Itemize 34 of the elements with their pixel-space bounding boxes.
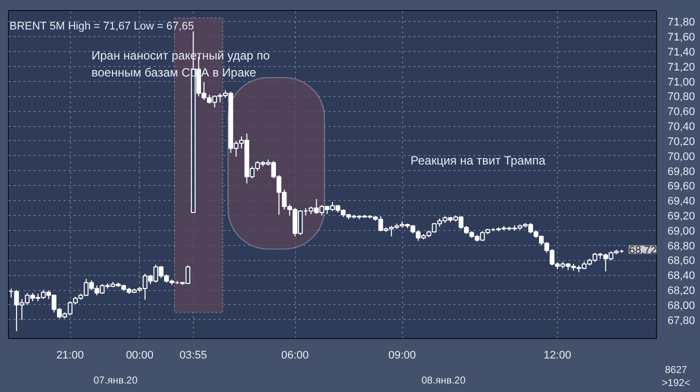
- y-tick-label: 71,00: [668, 76, 696, 88]
- x-tick-label: 09:00: [388, 350, 416, 362]
- text: BRENT 5M High = 71,67 Low = 67,65: [10, 20, 194, 32]
- text: 08.янв.20: [421, 376, 466, 386]
- y-tick-label: 70,20: [668, 136, 696, 148]
- y-tick-label: 70,40: [668, 121, 696, 134]
- y-tick-label: 69,40: [668, 196, 696, 208]
- y-tick-label: 71,80: [668, 16, 696, 29]
- text: 8627: [664, 364, 688, 377]
- y-tick-label: 68,20: [668, 285, 696, 298]
- y-tick-label: 67,80: [668, 314, 696, 327]
- text: 07.янв.20: [93, 376, 138, 386]
- x-tick-label: 00:00: [126, 350, 154, 362]
- text: >192<: [662, 377, 690, 390]
- x-tick-label: 12:00: [544, 350, 572, 362]
- annotation: Реакция на твит Трампа: [410, 154, 546, 168]
- text: 68,72: [628, 244, 657, 256]
- y-tick-label: 69,80: [668, 166, 696, 178]
- y-tick-label: 68,60: [668, 255, 696, 268]
- x-tick-label: 21:00: [56, 350, 84, 362]
- x-tick-label: 03:55: [179, 350, 208, 362]
- y-tick-label: 69,20: [668, 210, 696, 222]
- y-tick-label: 70,00: [668, 150, 696, 163]
- y-tick-label: 71,40: [668, 46, 696, 58]
- y-tick-label: 68,40: [668, 270, 696, 282]
- y-tick-label: 71,60: [668, 32, 696, 44]
- y-tick-label: 70,80: [668, 91, 696, 104]
- x-tick-label: 06:00: [281, 350, 309, 362]
- y-tick-label: 68,80: [668, 240, 696, 252]
- y-tick-label: 69,60: [668, 180, 696, 193]
- y-tick-label: 69,00: [668, 225, 696, 238]
- y-tick-label: 70,60: [668, 106, 696, 118]
- y-tick-label: 68,00: [668, 300, 696, 312]
- y-tick-label: 71,20: [668, 61, 696, 74]
